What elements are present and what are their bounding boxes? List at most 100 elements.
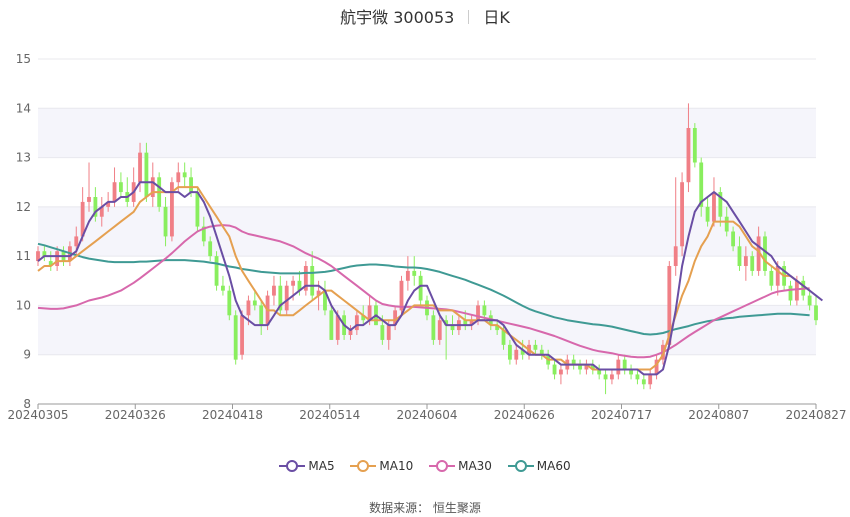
x-tick-label: 20240807 xyxy=(688,408,749,422)
candle-body xyxy=(737,246,742,266)
candle-body xyxy=(667,266,672,345)
period-label: 日K xyxy=(483,8,510,27)
data-source: 数据来源： 恒生聚源 xyxy=(369,501,481,515)
y-tick-label: 8 xyxy=(23,397,31,411)
candle-body xyxy=(36,251,40,262)
legend-item-ma60[interactable]: MA60 xyxy=(507,459,571,473)
candle-body xyxy=(763,236,767,271)
legend-item-ma30[interactable]: MA30 xyxy=(429,459,492,473)
candle-body xyxy=(189,177,193,193)
candle-body xyxy=(571,359,576,365)
candle-body xyxy=(788,285,793,301)
candle-body xyxy=(195,192,200,227)
candle-body xyxy=(80,201,85,237)
candle-body xyxy=(743,256,748,266)
candle-body xyxy=(814,305,818,321)
x-tick-label: 20240305 xyxy=(7,408,68,422)
x-axis: 20240305 20240326 20240418 20240514 20240604… xyxy=(7,403,847,422)
candle-body xyxy=(201,226,206,242)
candle-body xyxy=(42,251,47,257)
candle-body xyxy=(807,295,812,306)
candle-body xyxy=(794,280,799,301)
candle-body xyxy=(680,182,684,247)
y-tick-label: 13 xyxy=(16,151,31,165)
y-tick-label: 11 xyxy=(16,249,31,263)
candle-body xyxy=(495,325,500,331)
candle-body xyxy=(405,270,410,281)
candle-body xyxy=(246,300,251,316)
candle-body xyxy=(514,349,519,360)
y-tick-label: 9 xyxy=(23,348,31,362)
candle-body xyxy=(329,310,334,340)
y-axis: 8 9 10 11 12 13 14 15 xyxy=(16,52,31,411)
y-tick-label: 10 xyxy=(16,298,31,312)
candle-body xyxy=(303,266,308,291)
y-tick-label: 14 xyxy=(16,101,31,115)
legend-label: MA5 xyxy=(308,459,335,473)
candle-body xyxy=(705,206,710,222)
x-tick-label: 20240604 xyxy=(396,408,457,422)
candle-body xyxy=(310,266,315,296)
candle-body xyxy=(463,320,468,326)
candle-body xyxy=(163,206,168,237)
candle-body xyxy=(48,261,53,266)
candle-body xyxy=(323,290,327,311)
y-tick-label: 12 xyxy=(16,200,31,214)
legend-label: MA10 xyxy=(379,459,414,473)
candle-body xyxy=(227,290,232,316)
candle-body xyxy=(367,305,372,321)
candle-body xyxy=(699,162,704,207)
candle-body xyxy=(214,256,219,286)
candle-body xyxy=(106,201,111,207)
candle-body xyxy=(112,182,117,202)
legend-label: MA30 xyxy=(458,459,492,473)
candle-body xyxy=(750,256,755,271)
candle-body xyxy=(176,172,181,183)
ma60-line xyxy=(37,242,810,336)
candle-body xyxy=(93,197,98,217)
candle-body xyxy=(610,374,614,380)
candle-body xyxy=(507,344,512,360)
x-tick-label: 20240717 xyxy=(591,408,652,422)
candle-body xyxy=(533,344,538,350)
legend-label: MA60 xyxy=(536,459,571,473)
candle-body xyxy=(399,280,404,311)
candle-body xyxy=(622,359,627,370)
candle-body xyxy=(450,325,455,331)
candle-body xyxy=(476,305,480,321)
candle-body xyxy=(718,192,723,217)
ma-lines xyxy=(37,181,824,376)
y-tick-label: 15 xyxy=(16,52,31,66)
x-tick-label: 20240827 xyxy=(785,408,846,422)
candle-body xyxy=(444,320,449,326)
candle-body xyxy=(412,270,417,276)
candle-body xyxy=(144,152,149,197)
candle-body xyxy=(74,236,79,247)
candle-body xyxy=(539,349,544,355)
candle-body xyxy=(272,285,276,296)
ma30-line xyxy=(37,224,810,359)
x-tick-label: 20240326 xyxy=(105,408,166,422)
candle-body xyxy=(578,364,582,370)
grid-bands xyxy=(38,58,816,405)
chart-title: 航宇微 300053 日K xyxy=(0,4,850,28)
legend-item-ma5[interactable]: MA5 xyxy=(279,459,335,473)
candle-body xyxy=(724,216,729,232)
candle-body xyxy=(348,330,353,335)
legend-item-ma10[interactable]: MA10 xyxy=(350,459,413,473)
title-divider xyxy=(468,10,470,24)
candle-body xyxy=(361,315,366,321)
candle-body xyxy=(482,305,487,316)
candle-body xyxy=(291,280,295,286)
candle-body xyxy=(138,152,142,183)
candle-body xyxy=(648,374,653,385)
candle-body xyxy=(629,369,633,375)
candle-body xyxy=(501,330,506,345)
candle-body xyxy=(775,266,780,286)
candle-body xyxy=(686,128,691,183)
candle-body xyxy=(756,236,761,271)
candle-body xyxy=(597,369,602,375)
candle-body xyxy=(118,182,123,193)
candle-body xyxy=(208,241,213,257)
candle-body xyxy=(233,315,238,360)
